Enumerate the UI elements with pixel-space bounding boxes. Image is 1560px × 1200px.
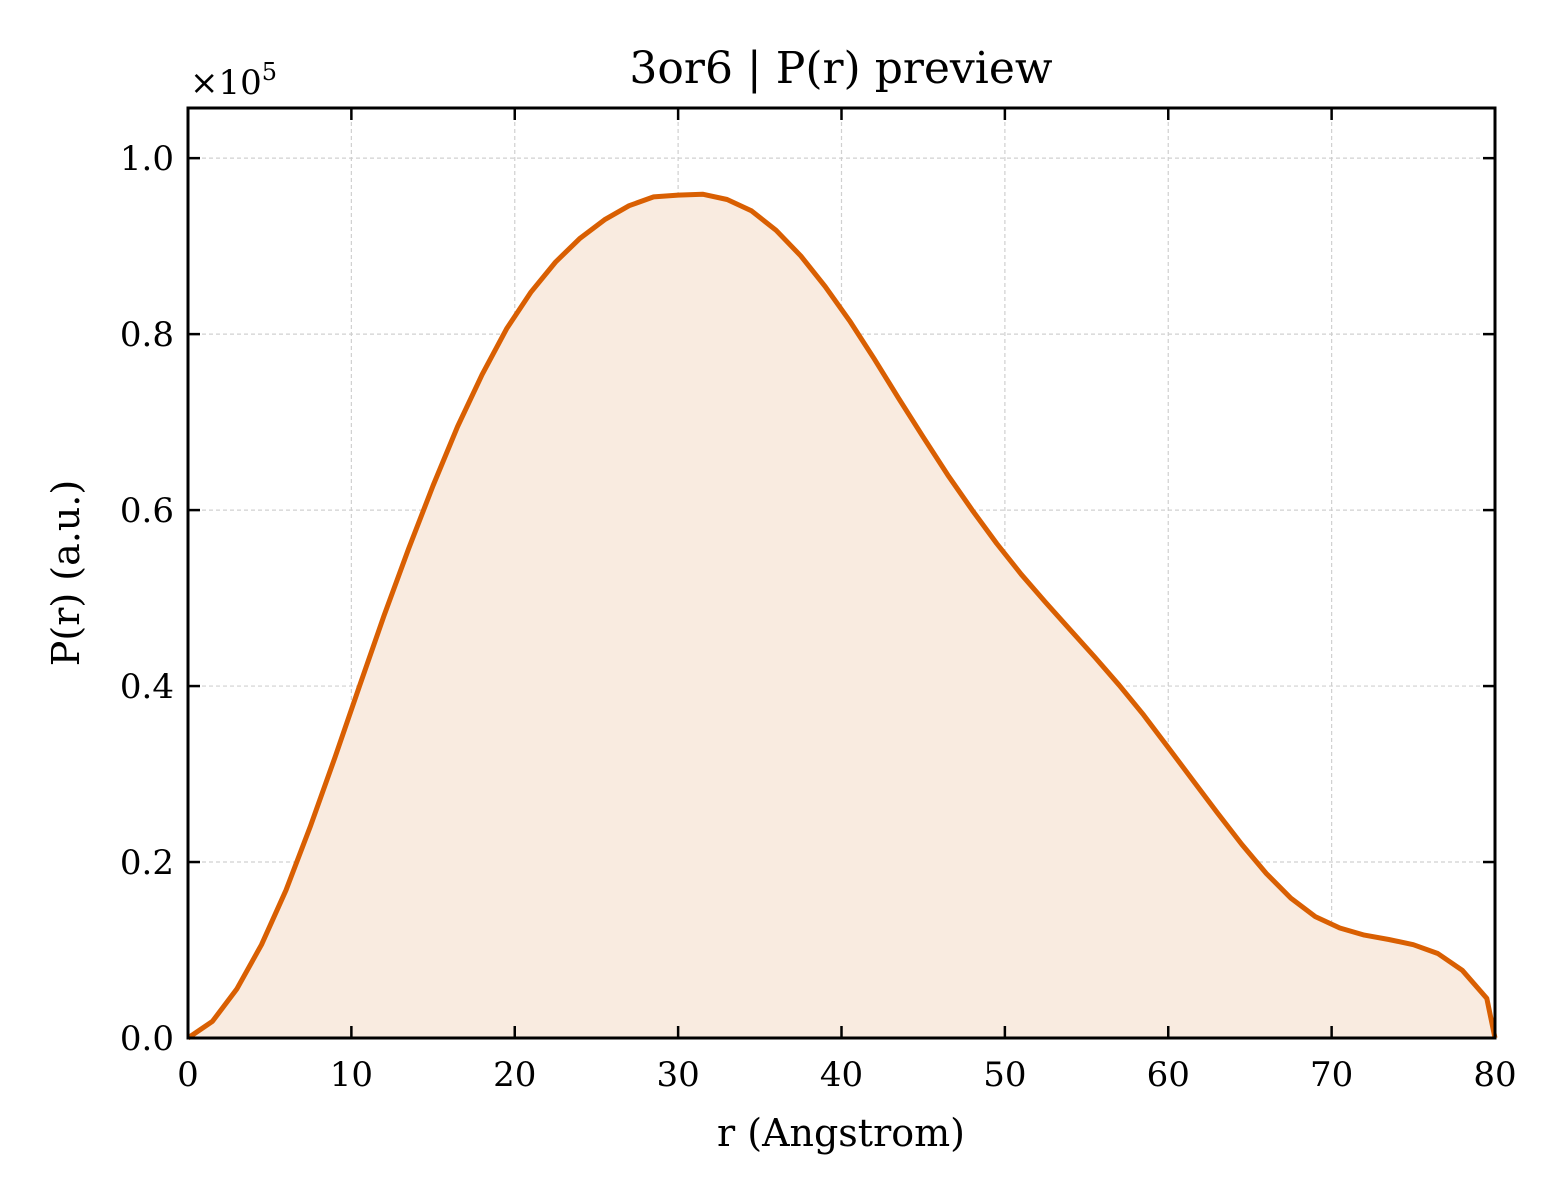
y-tick-label: 0.2 xyxy=(120,843,174,883)
plot-frame xyxy=(186,106,1497,1040)
y-multiplier-exponent: 5 xyxy=(262,58,277,86)
series-area-fill xyxy=(188,194,1495,1038)
x-tick-label: 0 xyxy=(177,1055,199,1095)
x-tick-label: 50 xyxy=(983,1055,1026,1095)
x-tick-labels: 0 10 20 30 40 50 60 70 80 xyxy=(177,1055,1516,1095)
x-tick-label: 80 xyxy=(1473,1055,1516,1095)
chart-title: 3or6 | P(r) preview xyxy=(629,43,1052,94)
x-tick-label: 30 xyxy=(656,1055,699,1095)
x-axis-label: r (Angstrom) xyxy=(717,1111,965,1155)
y-tick-label: 1.0 xyxy=(120,139,174,179)
y-multiplier-base: ×10 xyxy=(190,63,262,103)
x-tick-label: 70 xyxy=(1310,1055,1353,1095)
series-line xyxy=(186,191,1498,1041)
x-tick-label: 60 xyxy=(1147,1055,1190,1095)
y-multiplier-label: ×105 xyxy=(190,58,277,103)
y-tick-label: 0.4 xyxy=(120,667,174,707)
plot-area xyxy=(186,191,1498,1041)
y-tick-label: 0.8 xyxy=(120,315,174,355)
y-tick-labels: 0.0 0.2 0.4 0.6 0.8 1.0 xyxy=(120,139,174,1059)
x-tick-label: 10 xyxy=(330,1055,373,1095)
y-tick-label: 0.0 xyxy=(120,1019,174,1059)
x-tick-label: 20 xyxy=(493,1055,536,1095)
y-axis-label: P(r) (a.u.) xyxy=(44,480,88,666)
y-tick-label: 0.6 xyxy=(120,491,174,531)
x-tick-label: 40 xyxy=(820,1055,863,1095)
